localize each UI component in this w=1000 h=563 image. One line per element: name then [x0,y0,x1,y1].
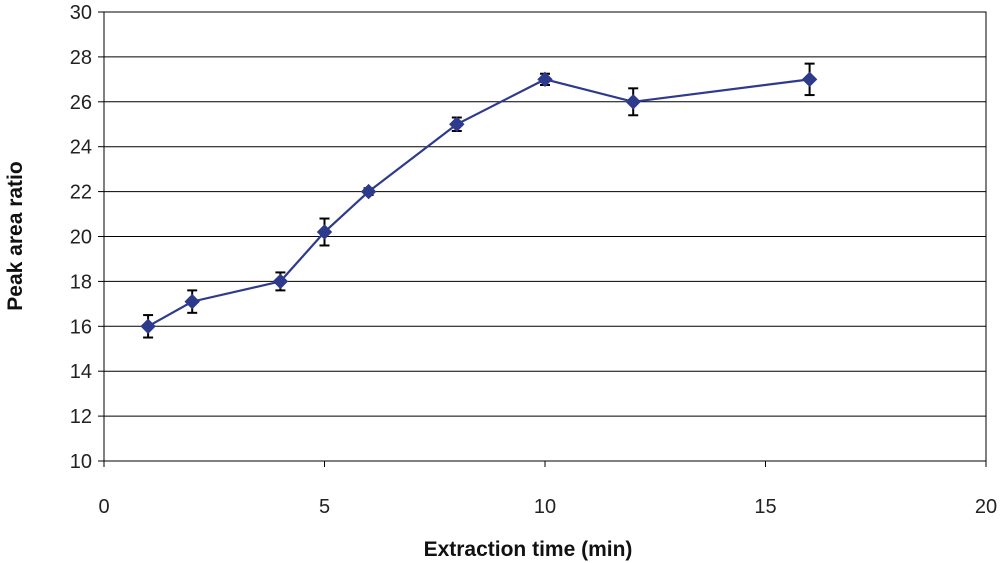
y-tick-label: 18 [70,271,92,293]
x-axis: 0 5 10 15 20 [98,461,997,518]
data-point-marker [184,293,200,310]
x-tick-label: 5 [319,496,330,518]
y-tick-label: 28 [70,47,92,69]
y-tick-label: 16 [70,316,92,338]
y-tick-label: 26 [70,92,92,114]
y-tick-label: 14 [70,361,92,383]
y-axis-title: Peak area ratio [4,161,27,310]
data-point-marker [537,71,553,88]
data-point-marker [316,224,333,240]
data-point-marker [801,71,818,88]
data-point-marker [625,94,641,110]
x-axis-title: Extraction time (min) [424,538,633,561]
series-line [147,78,810,328]
error-bars [143,62,815,339]
x-tick-label: 15 [754,496,776,518]
series-polyline [147,78,810,328]
x-tick-label: 20 [975,496,997,518]
y-tick-label: 30 [70,2,92,24]
y-tick-label: 20 [70,227,92,249]
x-tick-label: 10 [534,496,556,518]
y-tick-label: 22 [70,182,92,204]
y-tick-label: 12 [70,406,92,428]
data-point-marker [272,273,289,290]
y-axis: 10 12 14 16 18 20 22 24 26 28 30 [70,2,104,473]
y-tick-label: 24 [70,137,92,159]
data-point-marker [140,318,156,335]
data-point-marker [449,116,465,132]
y-tick-label: 10 [70,451,92,473]
data-markers [140,71,818,335]
x-tick-label: 0 [98,496,109,518]
data-point-marker [360,183,377,200]
